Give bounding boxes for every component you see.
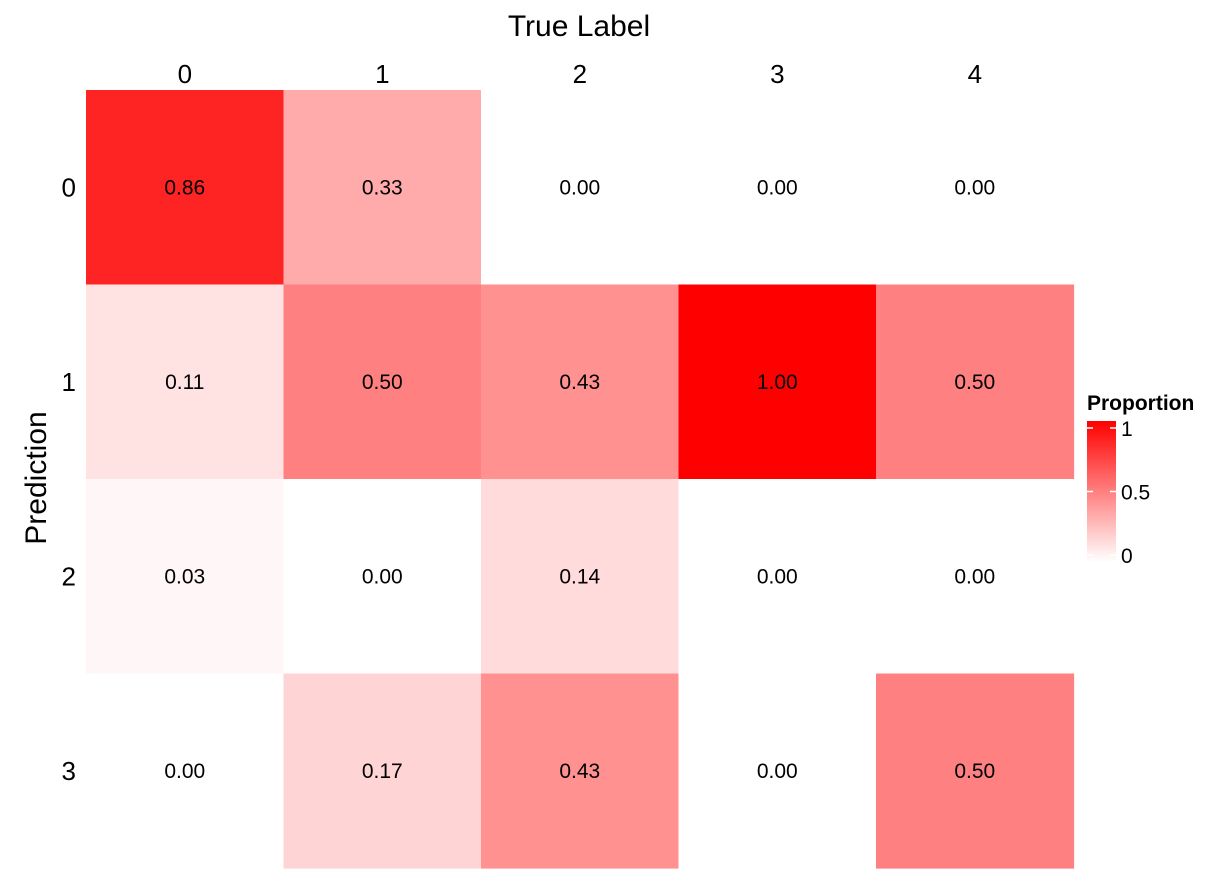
y-tick-label: 0 bbox=[62, 172, 76, 202]
cell-value-label: 0.00 bbox=[757, 565, 798, 588]
heatmap-cell-r2-c3 bbox=[678, 479, 877, 675]
x-axis-ticks: 0 1 2 3 4 bbox=[178, 59, 982, 89]
legend-ticks: 10.50 bbox=[1087, 418, 1150, 568]
heatmap-cell-r0-c2 bbox=[481, 90, 680, 286]
cell-value-label: 0.00 bbox=[559, 176, 600, 199]
cell-value-label: 0.00 bbox=[954, 176, 995, 199]
heatmap-cell-r0-c3 bbox=[678, 90, 877, 286]
heatmap-cell-r0-c1 bbox=[283, 90, 482, 286]
cell-value-label: 0.43 bbox=[559, 760, 600, 783]
x-tick-label: 0 bbox=[178, 59, 192, 89]
heatmap-cell-r0-c4 bbox=[876, 90, 1075, 286]
y-axis-title: Prediction bbox=[20, 411, 53, 544]
cell-value-label: 0.00 bbox=[757, 176, 798, 199]
x-tick-label: 4 bbox=[968, 59, 982, 89]
heatmap-cell-r2-c1 bbox=[283, 479, 482, 675]
legend-title: Proportion bbox=[1087, 392, 1194, 415]
heatmap-cells bbox=[86, 90, 1075, 869]
color-legend: Proportion 10.50 bbox=[1087, 392, 1194, 568]
cell-value-label: 0.86 bbox=[164, 176, 205, 199]
cell-value-label: 0.00 bbox=[757, 760, 798, 783]
cell-value-label: 0.00 bbox=[954, 565, 995, 588]
cell-value-label: 1.00 bbox=[757, 371, 798, 394]
cell-value-label: 0.03 bbox=[164, 565, 205, 588]
heatmap-cell-r3-c4 bbox=[876, 673, 1075, 869]
cell-value-label: 0.50 bbox=[362, 371, 403, 394]
x-tick-label: 1 bbox=[375, 59, 389, 89]
heatmap-cell-r3-c2 bbox=[481, 673, 680, 869]
cell-value-label: 0.43 bbox=[559, 371, 600, 394]
cell-value-label: 0.17 bbox=[362, 760, 403, 783]
x-tick-label: 2 bbox=[573, 59, 587, 89]
legend-tick-label: 0.5 bbox=[1121, 482, 1150, 505]
heatmap-cell-r3-c1 bbox=[283, 673, 482, 869]
legend-tick-label: 1 bbox=[1121, 418, 1133, 441]
heatmap-cell-r1-c1 bbox=[283, 284, 482, 480]
y-tick-label: 1 bbox=[62, 367, 76, 397]
x-tick-label: 3 bbox=[770, 59, 784, 89]
heatmap-cell-r1-c4 bbox=[876, 284, 1075, 480]
cell-value-label: 0.00 bbox=[362, 565, 403, 588]
cell-value-label: 0.50 bbox=[954, 371, 995, 394]
heatmap-cell-r2-c0 bbox=[86, 479, 285, 675]
heatmap-cell-r3-c3 bbox=[678, 673, 877, 869]
heatmap-cell-r1-c3 bbox=[678, 284, 877, 480]
heatmap-cell-r3-c0 bbox=[86, 673, 285, 869]
y-tick-label: 3 bbox=[62, 756, 76, 786]
cell-value-label: 0.33 bbox=[362, 176, 403, 199]
heatmap-cell-r1-c0 bbox=[86, 284, 285, 480]
cell-value-label: 0.14 bbox=[559, 565, 600, 588]
cell-value-label: 0.00 bbox=[164, 760, 205, 783]
heatmap-cell-r0-c0 bbox=[86, 90, 285, 286]
x-axis-title: True Label bbox=[508, 10, 650, 43]
heatmap-cell-r1-c2 bbox=[481, 284, 680, 480]
heatmap-cell-r2-c4 bbox=[876, 479, 1075, 675]
cell-value-label: 0.50 bbox=[954, 760, 995, 783]
y-axis-ticks: 0 1 2 3 bbox=[62, 172, 76, 786]
cell-value-label: 0.11 bbox=[165, 371, 204, 394]
heatmap-cell-labels: 0.86 0.33 0.00 0.00 0.00 0.11 0.50 0.43 1.00 0.50… bbox=[164, 176, 995, 783]
y-tick-label: 2 bbox=[62, 561, 76, 591]
legend-tick-label: 0 bbox=[1121, 545, 1133, 568]
heatmap-cell-r2-c2 bbox=[481, 479, 680, 675]
